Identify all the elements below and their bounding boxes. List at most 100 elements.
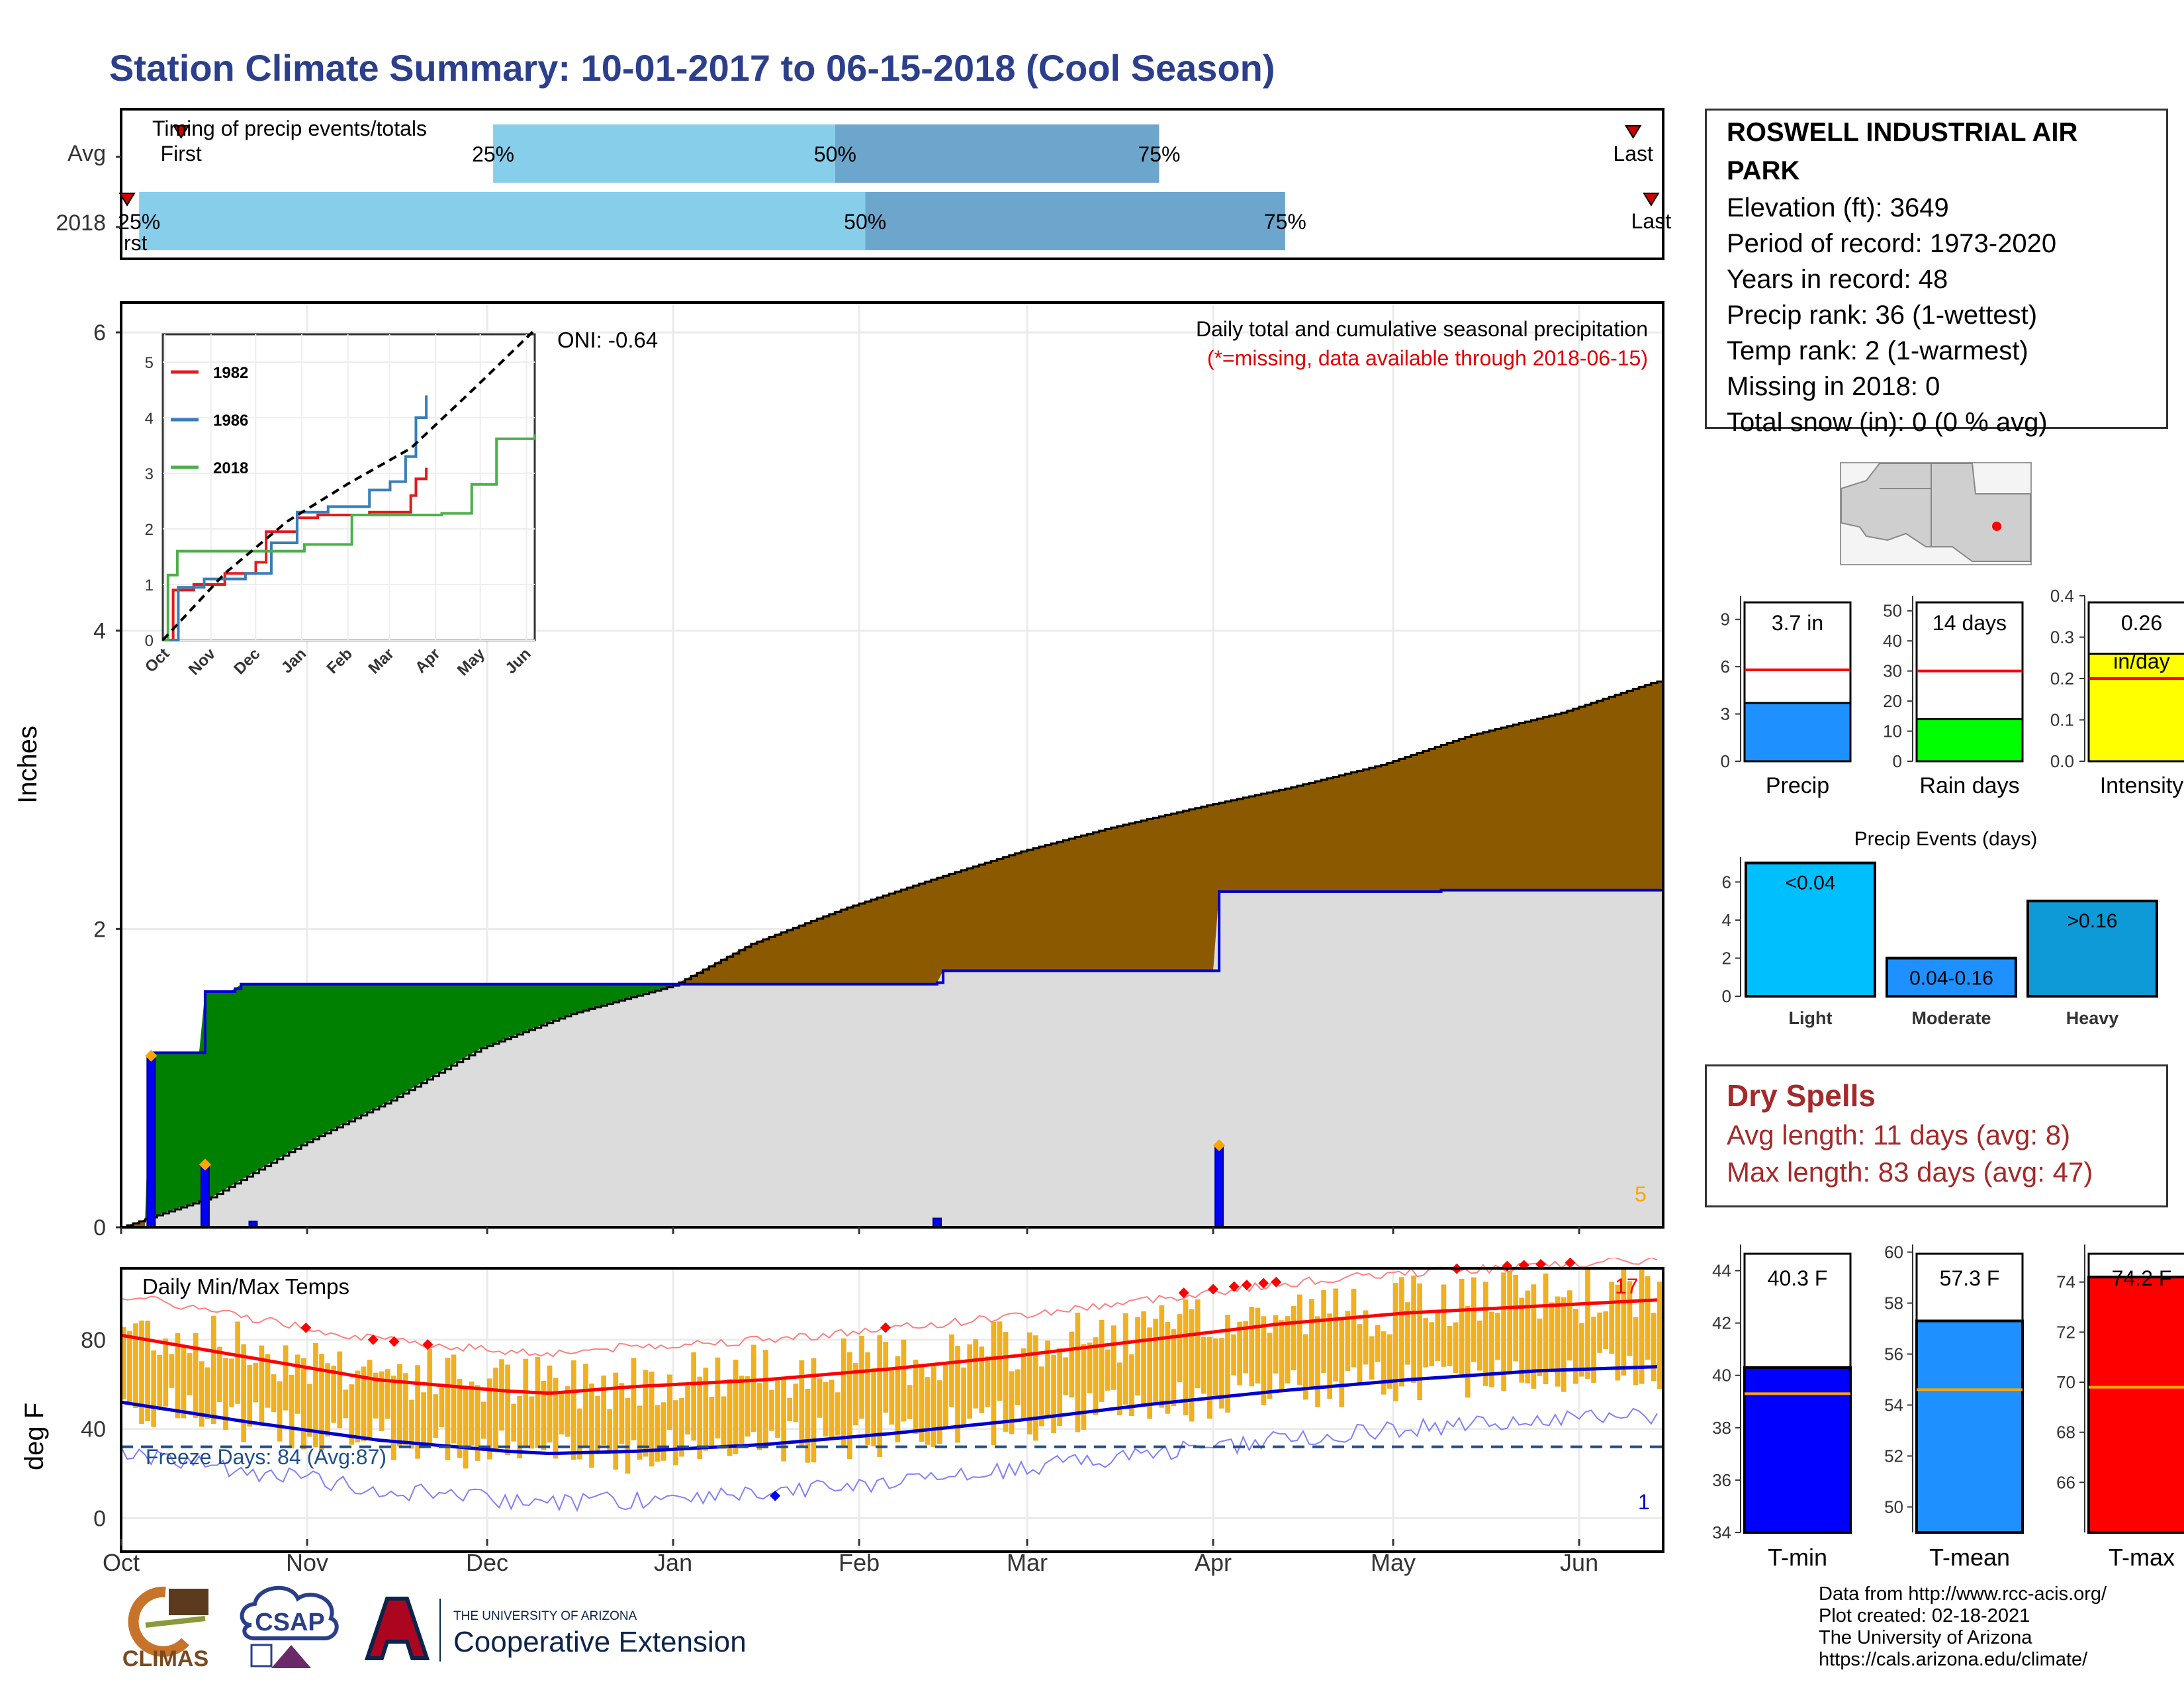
daily-temp-bar bbox=[355, 1370, 361, 1442]
dry-spells-avg: Avg length: 11 days (avg: 8) bbox=[1727, 1119, 2071, 1150]
daily-temp-bar bbox=[859, 1335, 864, 1419]
daily-temp-bar bbox=[1405, 1302, 1410, 1365]
daily-temp-bar bbox=[151, 1350, 157, 1427]
timing-bar-2018-q3 bbox=[865, 192, 1285, 250]
daily-temp-bar bbox=[961, 1367, 966, 1427]
daily-temp-bar bbox=[217, 1346, 222, 1403]
daily-temp-bar bbox=[1579, 1323, 1584, 1377]
daily-precip-bar-3 bbox=[932, 1217, 942, 1228]
daily-temp-bar bbox=[1351, 1288, 1357, 1368]
daily-temp-bar bbox=[745, 1376, 751, 1437]
inset-ytick-label-3: 3 bbox=[145, 465, 154, 483]
temp-ytick-label-0: 0 bbox=[93, 1506, 106, 1531]
daily-temp-bar bbox=[343, 1389, 349, 1419]
daily-temp-bar bbox=[1657, 1282, 1662, 1389]
tbar-tmax-ytick-0: 66 bbox=[2056, 1472, 2075, 1492]
daily-temp-bar bbox=[931, 1365, 936, 1447]
temp-frame bbox=[120, 1267, 1664, 1553]
precip-frame bbox=[120, 301, 1664, 1229]
daily-temp-bar bbox=[139, 1320, 144, 1424]
precip-subtitle: Daily total and cumulative seasonal prec… bbox=[1196, 317, 1648, 341]
daily-temp-bar bbox=[337, 1351, 343, 1429]
daily-temp-bar bbox=[775, 1379, 780, 1438]
credit-line-university: The University of Arizona bbox=[1819, 1627, 2032, 1648]
mini-intensity-ytick-2: 0.2 bbox=[2050, 669, 2074, 688]
daily-temp-bar bbox=[415, 1365, 420, 1459]
daily-temp-bar bbox=[121, 1327, 126, 1400]
inset-legend-label-2018: 2018 bbox=[213, 459, 248, 477]
daily-temp-bar bbox=[1501, 1272, 1506, 1391]
daily-precip-marker-4 bbox=[1213, 1139, 1226, 1152]
tbar-tmean-value: 57.3 F bbox=[1940, 1266, 2000, 1290]
daily-temp-bar bbox=[271, 1374, 277, 1413]
climas-logo-block bbox=[169, 1589, 208, 1615]
events-category-2: Heavy bbox=[2066, 1008, 2119, 1028]
daily-temp-bar bbox=[901, 1339, 907, 1422]
daily-temp-bar bbox=[1153, 1319, 1159, 1403]
daily-temp-bar bbox=[1639, 1270, 1645, 1384]
timing-avg-first-label: First bbox=[161, 142, 202, 165]
daily-temp-bar bbox=[709, 1397, 715, 1448]
daily-temp-bar bbox=[1645, 1276, 1651, 1360]
events-ytick-2: 4 bbox=[1722, 910, 1731, 930]
daily-temp-bar bbox=[505, 1364, 510, 1456]
month-label-Apr: Apr bbox=[1195, 1549, 1232, 1576]
daily-temp-bar bbox=[601, 1375, 606, 1445]
daily-temp-bar bbox=[1057, 1348, 1063, 1427]
events-category-0: Light bbox=[1789, 1008, 1833, 1028]
daily-temp-bar bbox=[535, 1356, 541, 1448]
data-credits: Data from http://www.rcc-acis.org/ Plot … bbox=[1819, 1583, 2107, 1671]
daily-temp-bar bbox=[703, 1368, 709, 1451]
temp-means-charts: 34 36 38 40 42 44 40.3 F T-min 50 52 54 56 58 60 57.3 … bbox=[1712, 1243, 2184, 1571]
daily-temp-bar bbox=[913, 1359, 919, 1434]
daily-temp-bar bbox=[187, 1353, 193, 1395]
precip-ytick-label-4: 4 bbox=[93, 619, 106, 644]
daily-temp-bar bbox=[1525, 1290, 1531, 1383]
timing-bar-avg-q3 bbox=[835, 124, 1160, 183]
daily-temp-bar bbox=[499, 1359, 504, 1431]
daily-temp-bar bbox=[1429, 1322, 1435, 1366]
daily-temp-bar bbox=[277, 1381, 283, 1442]
daily-temp-bar bbox=[1513, 1275, 1519, 1362]
record-high-marker-3 bbox=[422, 1339, 433, 1350]
daily-temp-bar bbox=[889, 1369, 895, 1425]
tbar-tmean-ytick-4: 58 bbox=[1884, 1293, 1903, 1313]
daily-temp-bar bbox=[625, 1397, 631, 1474]
tbar-tmin-ytick-4: 42 bbox=[1712, 1313, 1731, 1333]
month-label-Dec: Dec bbox=[466, 1549, 508, 1576]
daily-temp-bar bbox=[300, 1358, 306, 1450]
inset-line-avg bbox=[161, 328, 536, 641]
daily-temp-bar bbox=[1519, 1297, 1525, 1383]
daily-temp-bar bbox=[1483, 1282, 1488, 1386]
daily-precip-bar-1 bbox=[200, 1164, 210, 1228]
daily-temp-bar bbox=[1651, 1313, 1657, 1382]
daily-temp-bar bbox=[295, 1354, 300, 1414]
daily-temp-bar bbox=[769, 1389, 774, 1431]
daily-temp-bar bbox=[439, 1387, 445, 1427]
mini-precip-ytick-0: 0 bbox=[1721, 751, 1730, 771]
daily-temp-bar bbox=[1165, 1322, 1171, 1414]
daily-temp-bar bbox=[1315, 1316, 1320, 1407]
station-location-marker bbox=[1992, 522, 2001, 531]
daily-temp-bar bbox=[1459, 1279, 1465, 1378]
daily-temp-bar bbox=[559, 1391, 565, 1434]
timing-bar-2018-q2 bbox=[139, 192, 866, 250]
record-low-line bbox=[120, 1407, 1658, 1513]
tbar-tmean-label: T-mean bbox=[1929, 1544, 2010, 1571]
daily-temp-bar bbox=[283, 1345, 289, 1411]
daily-temp-bar bbox=[493, 1368, 498, 1451]
mini-precip-ytick-3: 9 bbox=[1721, 610, 1730, 630]
timing-panel: 25% 50% 75% Last 25% 50% 75% Last First rst Timin… bbox=[56, 108, 1671, 260]
mini-precip-bar bbox=[1743, 702, 1852, 763]
daily-temp-bar bbox=[1105, 1349, 1111, 1391]
daily-temp-bar bbox=[1531, 1284, 1537, 1389]
daily-temp-bar bbox=[210, 1315, 216, 1425]
daily-temp-bar bbox=[877, 1335, 883, 1457]
daily-temp-bar bbox=[733, 1360, 739, 1454]
daily-temp-bar bbox=[1009, 1371, 1015, 1434]
daily-temp-bar bbox=[403, 1373, 408, 1445]
daily-temp-bar bbox=[133, 1323, 138, 1409]
precip-avg-cumulative-line bbox=[121, 680, 1664, 1229]
daily-temp-bar bbox=[463, 1388, 469, 1469]
daily-temp-bar bbox=[739, 1376, 745, 1444]
